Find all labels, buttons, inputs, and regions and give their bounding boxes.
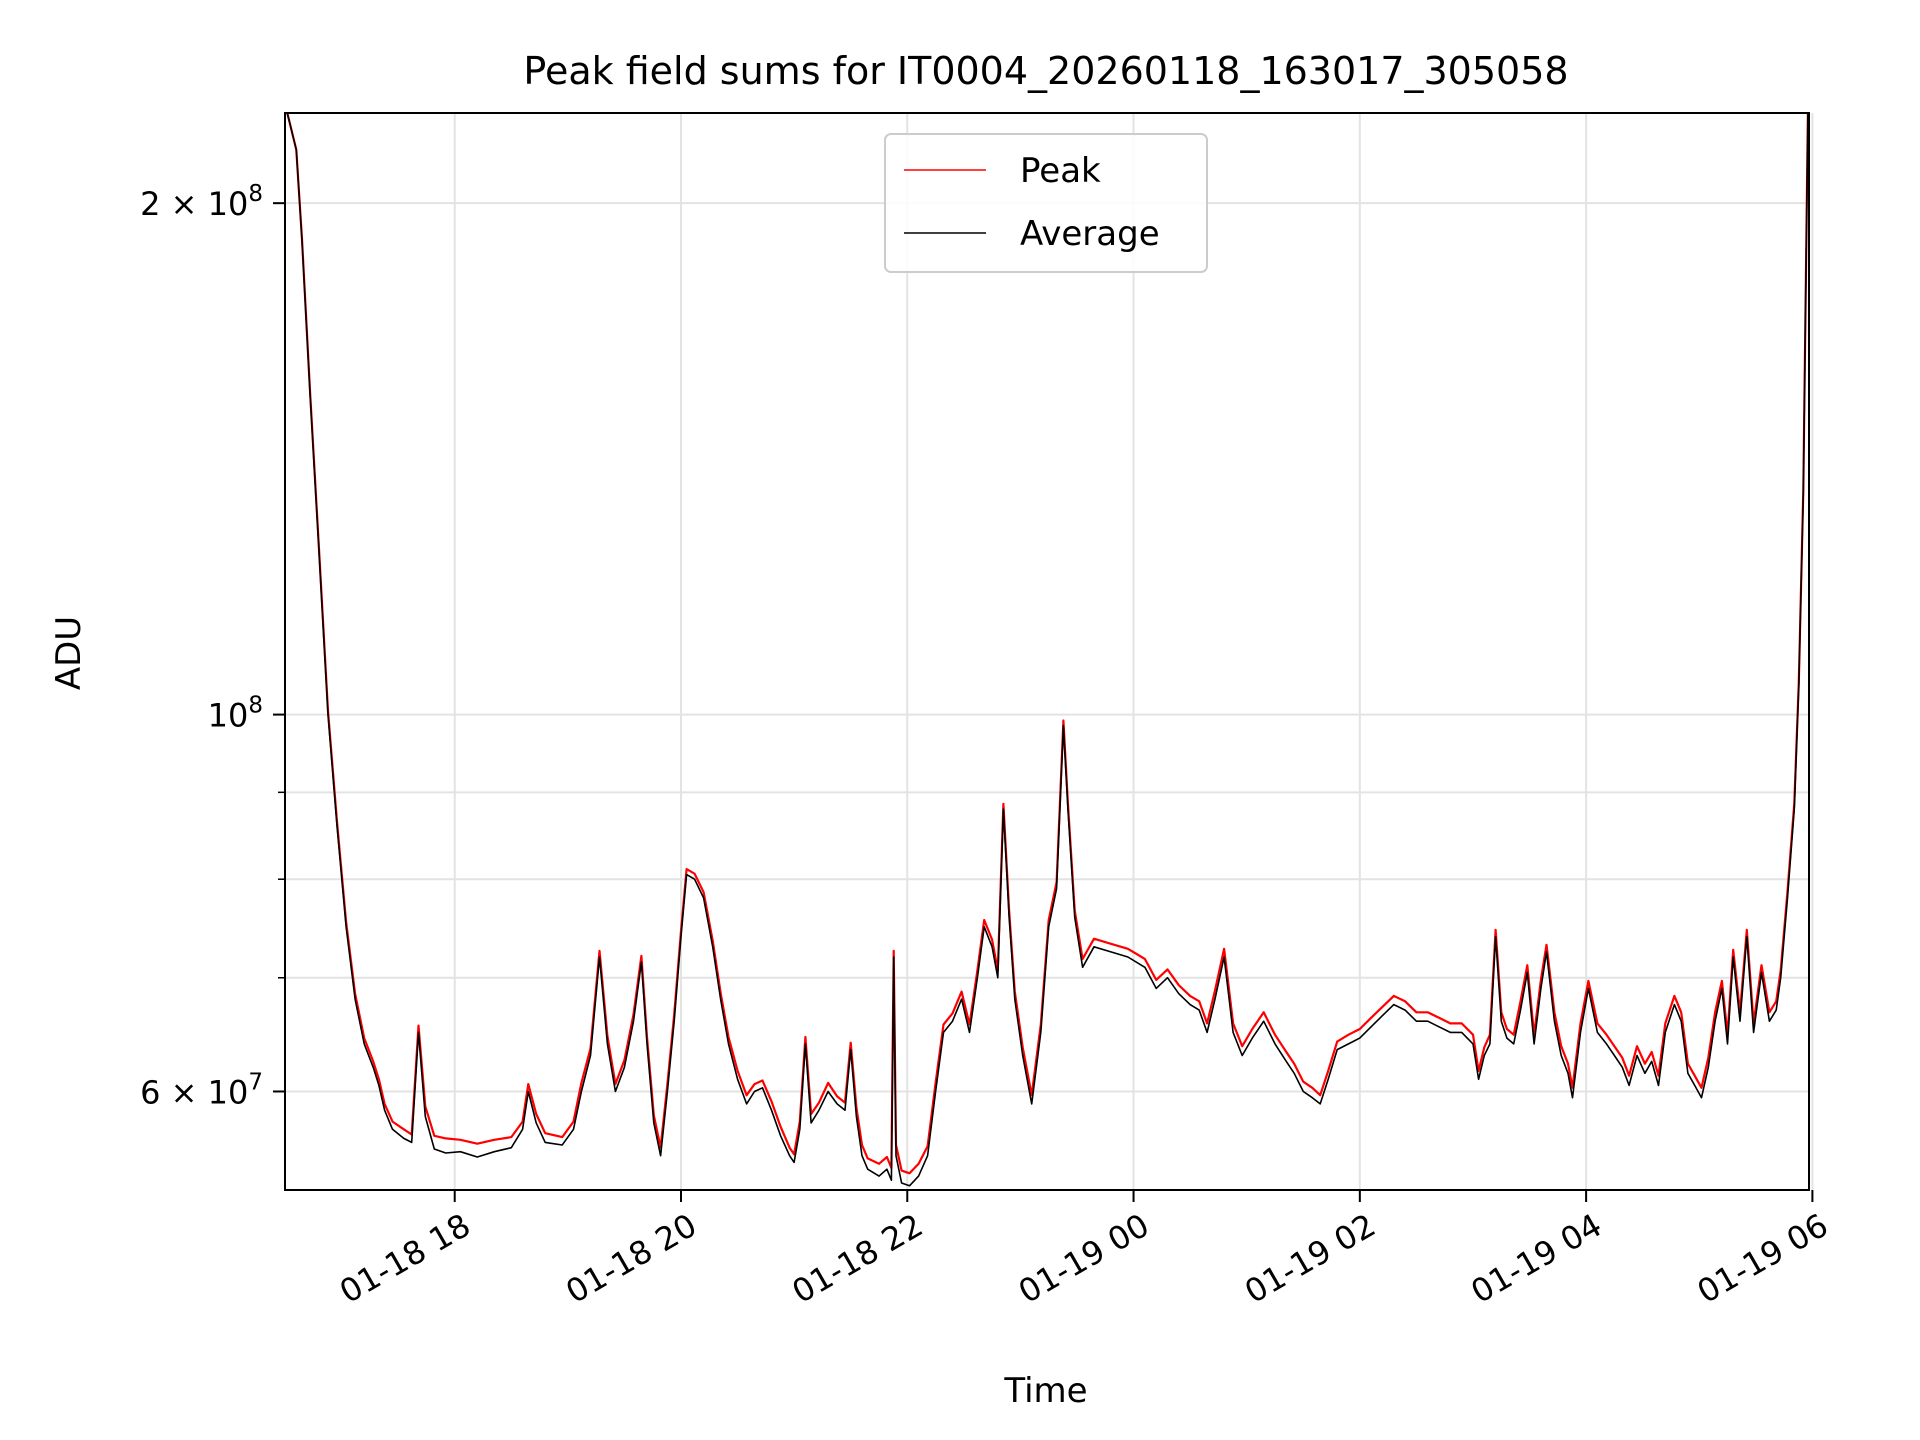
legend: Peak Average bbox=[884, 133, 1208, 273]
axes-frame bbox=[284, 112, 1810, 1191]
y-axis: 6 × 107 108 2 × 108 bbox=[140, 181, 285, 1111]
series-line-average bbox=[286, 113, 1809, 1187]
legend-label-peak: Peak bbox=[1020, 151, 1101, 191]
plot-area bbox=[286, 113, 1809, 1187]
y-axis-label: ADU bbox=[49, 616, 89, 690]
y-tick-label: 6 × 107 bbox=[140, 1069, 263, 1111]
y-tick-label: 108 bbox=[208, 693, 263, 735]
x-axis-label: Time bbox=[1003, 1371, 1087, 1411]
chart-title: Peak field sums for IT0004_20260118_1630… bbox=[523, 49, 1568, 93]
legend-label-average: Average bbox=[1020, 214, 1160, 254]
legend-box bbox=[884, 133, 1208, 273]
y-tick-label: 2 × 108 bbox=[140, 181, 263, 223]
